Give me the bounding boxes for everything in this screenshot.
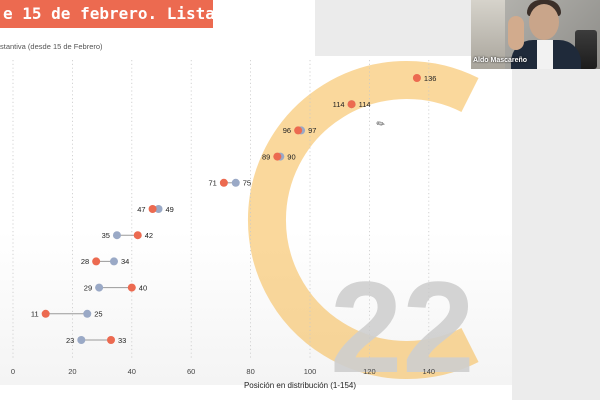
dumbbell-row: 71 75: [209, 179, 252, 188]
x-tick-label: 0: [11, 367, 15, 376]
red-point: [347, 100, 356, 109]
webcam-feed[interactable]: [471, 0, 600, 69]
blue-point: [154, 205, 163, 213]
red-point: [273, 152, 282, 161]
logo-number: 22: [330, 254, 475, 400]
value-label-right: 25: [94, 310, 102, 319]
dumbbell-row: 35 42: [102, 231, 153, 240]
value-label-left: 11: [31, 310, 39, 319]
blue-point: [112, 231, 121, 240]
x-tick-label: 100: [304, 367, 317, 376]
value-label-left: 28: [81, 257, 89, 266]
chart-subtitle: stantiva (desde 15 de Febrero): [0, 42, 103, 51]
value-label-right: 33: [118, 336, 126, 345]
dumbbell-row: 23 33: [66, 336, 126, 345]
x-tick-label: 140: [423, 367, 436, 376]
dumbbell-row: 96 97: [283, 126, 317, 135]
value-label-right: 34: [121, 257, 129, 266]
value-label-right: 97: [308, 126, 316, 135]
logo-background: 22: [247, 61, 479, 400]
value-label-left: 29: [84, 283, 92, 292]
value-label-left: 114: [333, 100, 345, 109]
value-label-right: 90: [287, 152, 295, 161]
blue-point: [95, 283, 104, 292]
red-point: [133, 231, 142, 240]
slide-title: e 15 de febrero. Listas: [0, 0, 213, 28]
x-tick-label: 60: [187, 367, 195, 376]
blue-point: [231, 178, 240, 187]
red-point: [294, 126, 303, 135]
value-label-left: 23: [66, 336, 74, 345]
red-point: [41, 309, 50, 318]
value-label-left: 71: [209, 179, 217, 188]
value-label-right: 75: [243, 179, 251, 188]
red-point: [148, 205, 157, 213]
red-point: [127, 283, 136, 292]
blue-point: [83, 309, 92, 318]
dumbbell-row: 114 114: [333, 100, 371, 109]
dumbbell-row: 28 34: [81, 257, 130, 266]
dumbbell-row: 89 90: [262, 152, 296, 161]
red-point: [412, 74, 421, 82]
value-label-left: 35: [102, 231, 110, 240]
red-point: [92, 257, 101, 266]
value-label-right: 49: [166, 205, 174, 214]
value-label-right: 42: [145, 231, 153, 240]
value-label-left: 89: [262, 152, 270, 161]
blue-point: [109, 257, 118, 266]
dumbbell-row: 11 25: [31, 310, 103, 319]
dumbbell-row: 29 40: [84, 283, 147, 292]
value-label-left: 96: [283, 126, 291, 135]
red-point: [219, 178, 228, 187]
dumbbell-row: 136: [412, 74, 437, 83]
dumbbell-row: 47 49: [137, 205, 174, 214]
x-axis-label: Posición en distribución (1-154): [243, 381, 357, 390]
blue-point: [77, 336, 86, 344]
webcam-participant-name: Aldo Mascareño: [473, 57, 528, 64]
x-tick-label: 40: [128, 367, 136, 376]
x-tick-label: 120: [363, 367, 376, 376]
x-tick-label: 20: [68, 367, 76, 376]
value-label-left: 47: [137, 205, 145, 214]
red-point: [107, 336, 116, 344]
x-tick-label: 80: [246, 367, 254, 376]
value-label-right: 40: [139, 283, 147, 292]
value-label-right: 136: [424, 74, 437, 83]
value-label-right: 114: [359, 100, 371, 109]
